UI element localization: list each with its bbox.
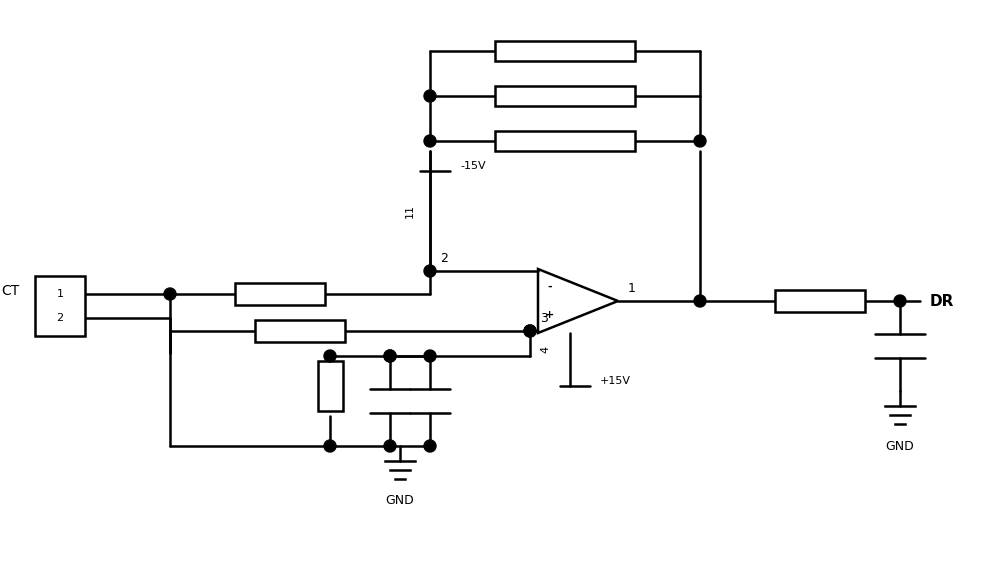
- Text: 4: 4: [540, 346, 550, 353]
- Circle shape: [424, 440, 436, 452]
- Circle shape: [424, 135, 436, 147]
- Text: CT: CT: [1, 284, 19, 298]
- Text: GND: GND: [886, 440, 914, 452]
- Text: +: +: [545, 311, 555, 321]
- Text: DR: DR: [930, 294, 954, 308]
- Circle shape: [384, 350, 396, 362]
- FancyBboxPatch shape: [235, 283, 325, 305]
- Text: 1: 1: [56, 289, 64, 299]
- FancyBboxPatch shape: [495, 131, 635, 151]
- Circle shape: [384, 350, 396, 362]
- Text: GND: GND: [386, 495, 414, 507]
- Circle shape: [424, 265, 436, 277]
- FancyBboxPatch shape: [495, 41, 635, 61]
- Text: 2: 2: [440, 253, 448, 265]
- FancyBboxPatch shape: [255, 320, 345, 342]
- Text: 2: 2: [56, 313, 64, 323]
- Text: -: -: [548, 282, 552, 292]
- Circle shape: [164, 288, 176, 300]
- Circle shape: [324, 440, 336, 452]
- Circle shape: [384, 440, 396, 452]
- Text: 3: 3: [540, 312, 548, 325]
- Circle shape: [894, 295, 906, 307]
- Circle shape: [524, 325, 536, 337]
- Circle shape: [524, 325, 536, 337]
- Text: -15V: -15V: [460, 161, 486, 171]
- Text: +15V: +15V: [600, 376, 631, 386]
- FancyBboxPatch shape: [318, 361, 342, 411]
- FancyBboxPatch shape: [495, 86, 635, 106]
- Text: 11: 11: [405, 204, 415, 218]
- Text: 1: 1: [628, 282, 636, 295]
- Circle shape: [694, 135, 706, 147]
- Circle shape: [694, 295, 706, 307]
- Circle shape: [424, 350, 436, 362]
- FancyBboxPatch shape: [775, 290, 865, 312]
- Circle shape: [324, 350, 336, 362]
- Circle shape: [424, 90, 436, 102]
- FancyBboxPatch shape: [35, 276, 85, 336]
